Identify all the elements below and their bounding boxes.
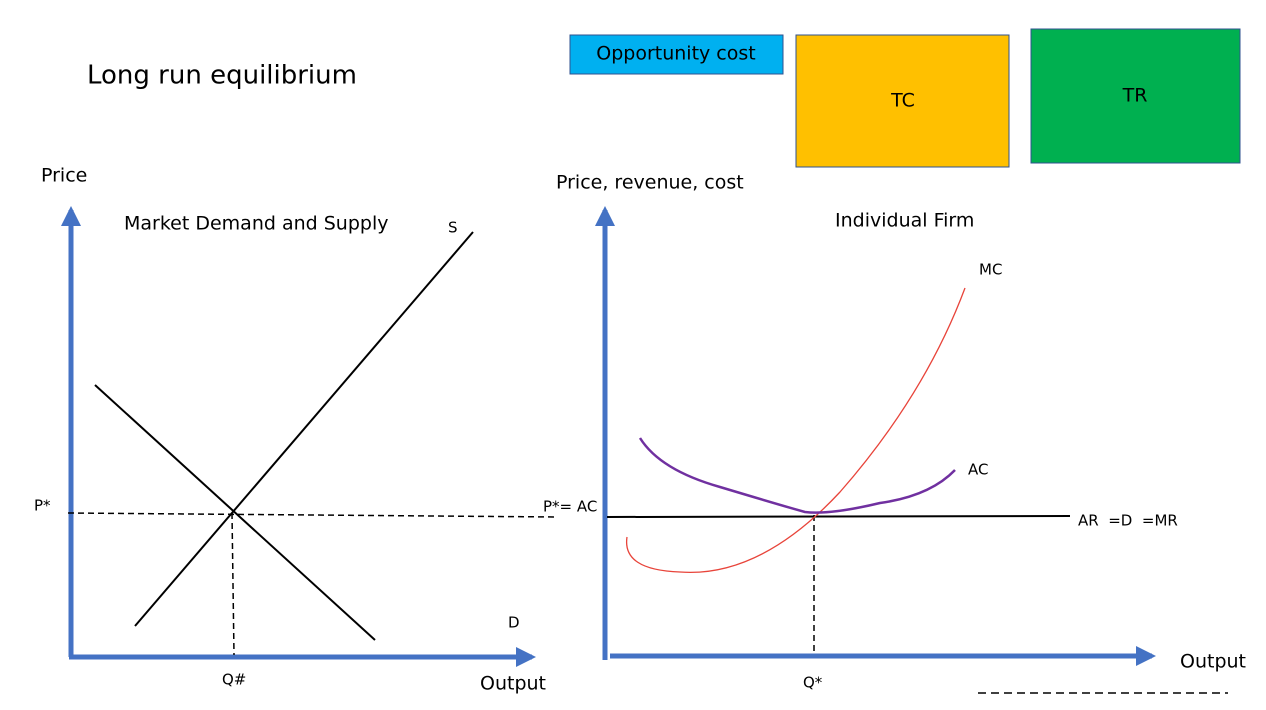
x-axis-label: Output: [1180, 651, 1246, 673]
y-axis-label: Price, revenue, cost: [556, 172, 744, 194]
quantity-label: Q*: [803, 674, 823, 692]
demand-line: [94, 384, 376, 641]
price-dashed-line: [67, 512, 558, 518]
diagram-title: Individual Firm: [835, 210, 974, 232]
curve-label: D: [508, 614, 520, 632]
price-label: P*= AC: [543, 498, 597, 516]
curve-label: AC: [968, 461, 988, 479]
supply-line: [134, 231, 474, 627]
ac-curve: [638, 437, 956, 514]
curve-label: MC: [979, 261, 1002, 279]
diagram-title: Market Demand and Supply: [124, 213, 389, 235]
firm-diagram: Price, revenue, cost Individual Firm MC …: [543, 172, 1246, 692]
curve-label: AR =D =MR: [1078, 512, 1178, 530]
market-diagram: Price Market Demand and Supply S D P* Q#…: [34, 165, 558, 695]
box-label: TR: [1122, 85, 1148, 107]
tr-box: [1030, 28, 1241, 164]
box-label: TC: [890, 90, 915, 112]
opportunity-cost-box: [569, 34, 784, 75]
x-axis-label: Output: [480, 673, 546, 695]
y-axis-label: Price: [41, 165, 87, 187]
tc-box: [795, 34, 1010, 168]
slide-title: Long run equilibrium: [87, 61, 357, 91]
box-label: Opportunity cost: [596, 43, 755, 65]
revenue-line: [606, 515, 1071, 518]
curve-label: S: [448, 219, 458, 237]
mc-curve: [625, 287, 966, 574]
price-label: P*: [34, 497, 51, 515]
quantity-dashed-line: [231, 512, 235, 656]
quantity-label: Q#: [222, 671, 246, 689]
